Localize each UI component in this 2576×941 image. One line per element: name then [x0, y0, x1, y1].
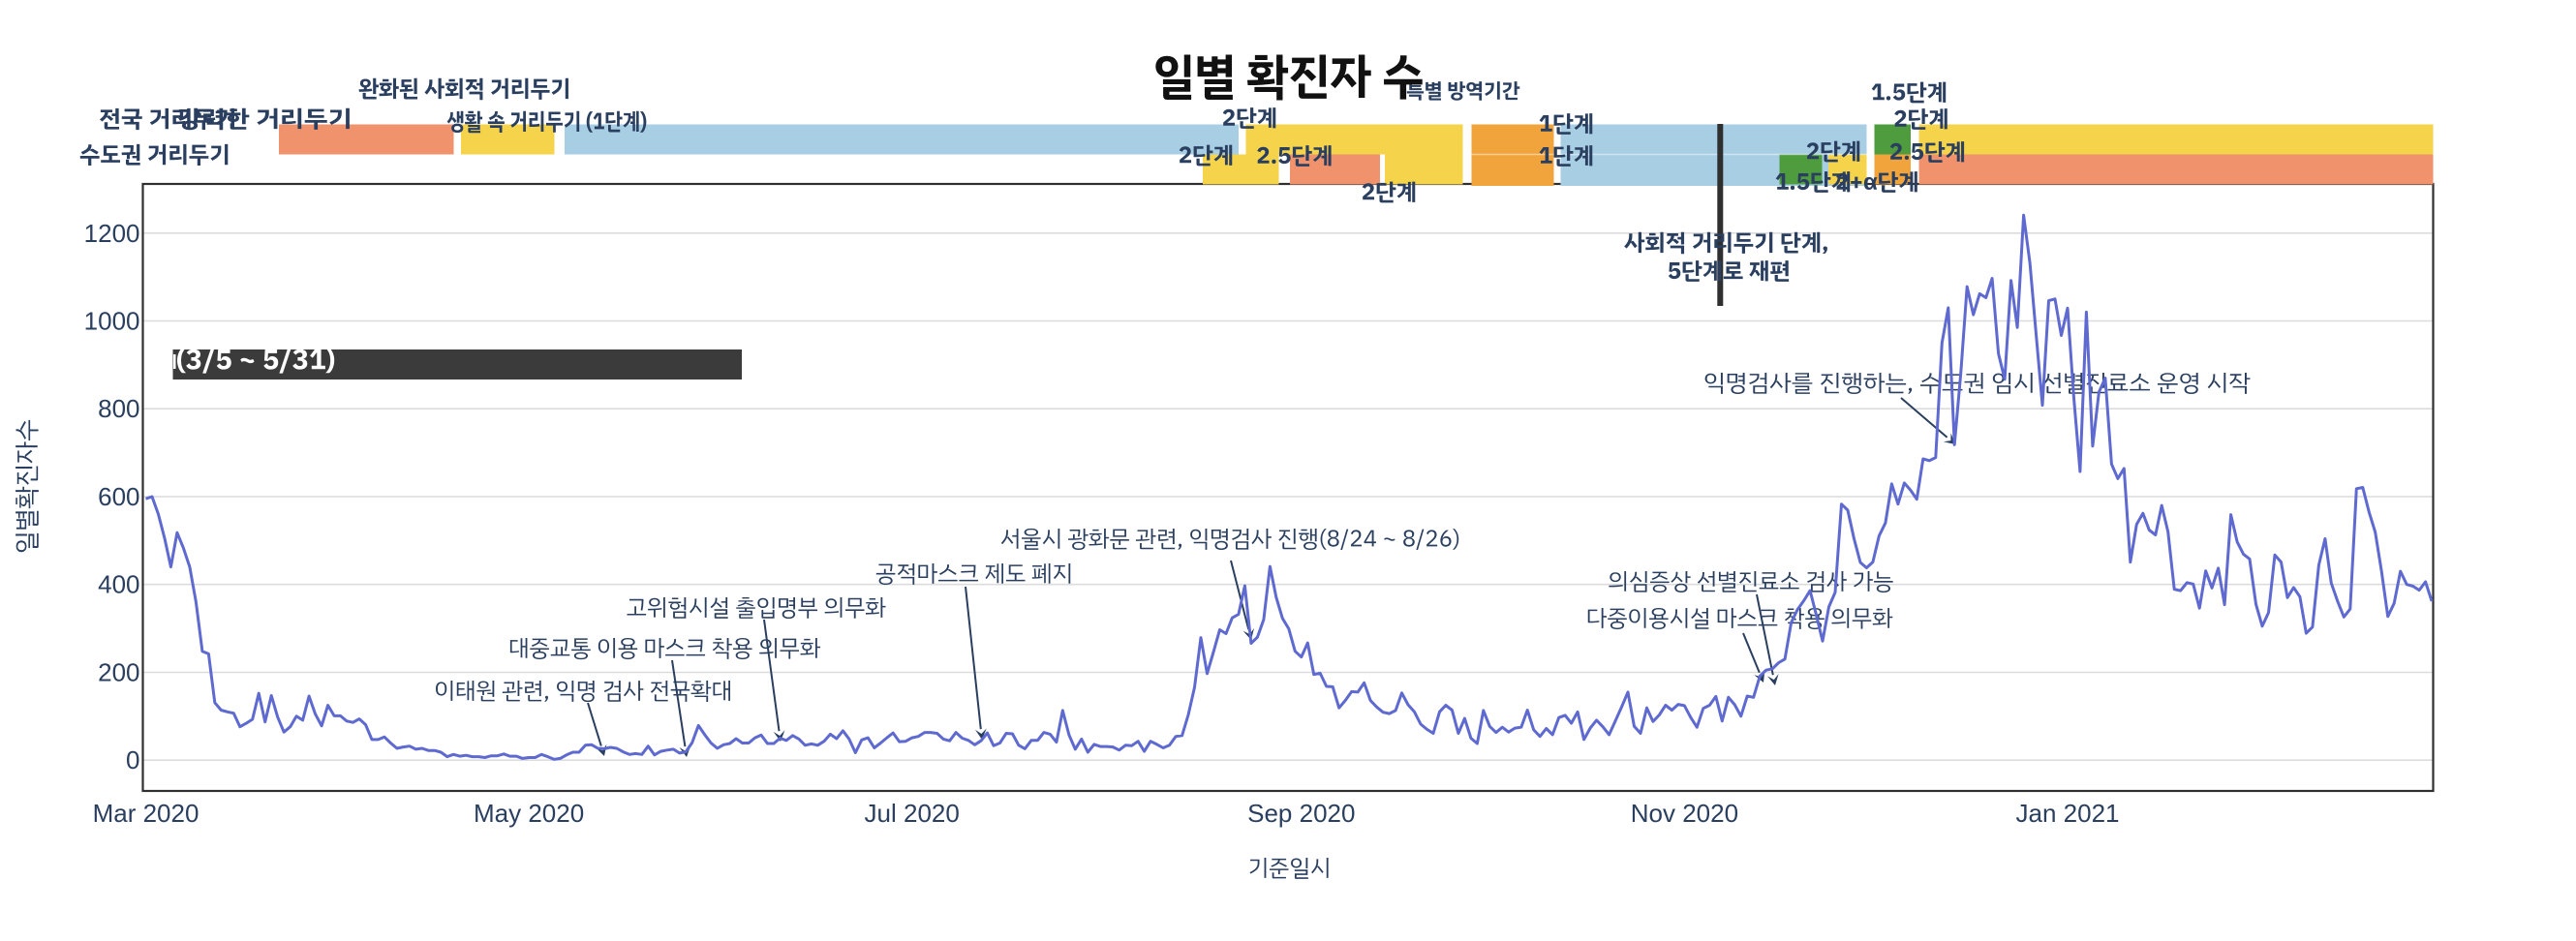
svg-text:800: 800: [98, 394, 139, 423]
svg-text:Jan 2021: Jan 2021: [2016, 799, 2120, 828]
svg-text:400: 400: [98, 570, 139, 599]
svg-text:Nov 2020: Nov 2020: [1631, 799, 1738, 828]
svg-text:1200: 1200: [84, 219, 140, 248]
svg-text:600: 600: [98, 482, 139, 511]
svg-text:200: 200: [98, 658, 139, 687]
svg-text:Mar 2020: Mar 2020: [93, 799, 199, 828]
svg-text:Sep 2020: Sep 2020: [1247, 799, 1355, 828]
svg-text:0: 0: [126, 745, 139, 774]
svg-text:Jul 2020: Jul 2020: [865, 799, 960, 828]
svg-text:1000: 1000: [84, 307, 140, 336]
svg-text:May 2020: May 2020: [474, 799, 584, 828]
